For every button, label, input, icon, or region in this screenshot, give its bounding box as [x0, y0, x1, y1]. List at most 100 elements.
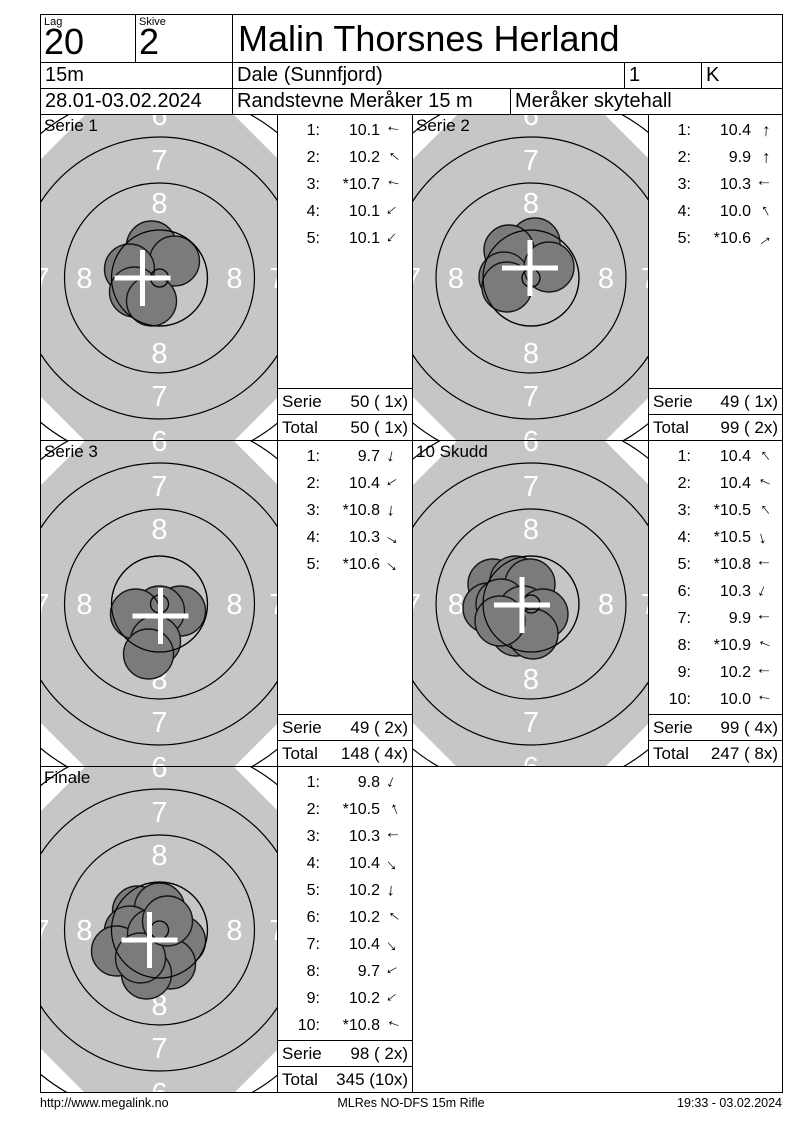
shot-direction-arrow-icon: → [383, 501, 404, 521]
class-letter: K [702, 63, 783, 89]
shot-value: *10.5 [342, 800, 380, 818]
ring-label: 7 [523, 145, 539, 177]
shot-row: 3: 10.3 → [649, 171, 782, 198]
shot-value: *10.5 [713, 528, 751, 546]
shot-number: 5: [306, 881, 320, 899]
shot-number: 7: [677, 610, 691, 628]
ring-circle [41, 462, 277, 746]
ring-circle [413, 462, 648, 746]
serie-value: 50 ( 1x) [350, 391, 408, 411]
shot-row: 4: 10.0 → [649, 198, 782, 225]
shot-number: 2: [677, 148, 691, 166]
shot-value: 10.3 [719, 175, 751, 193]
shot-direction-arrow-icon: → [380, 551, 407, 578]
total-row: Total 345 (10x) [278, 1066, 412, 1092]
mpi-cross-v [158, 588, 163, 644]
ring-circle [435, 182, 627, 374]
shot-number: 10: [668, 691, 691, 709]
ring-circle [41, 136, 277, 420]
shot-hole [114, 932, 167, 984]
shot-row: 2: 9.9 → [649, 144, 782, 171]
shot-row: 8: *10.9 → [649, 633, 782, 660]
ring-label: 8 [226, 915, 242, 947]
shot-number: 2: [306, 148, 320, 166]
ring-label: 8 [523, 514, 539, 546]
ring-circle-9 [110, 229, 209, 327]
serie-row: Serie 98 ( 2x) [278, 1040, 412, 1066]
shot-row: 2: *10.5 → [278, 796, 412, 823]
ring-label: 7 [151, 471, 167, 503]
mpi-cross-v [140, 250, 145, 306]
skive-label: Skive [139, 16, 166, 28]
shot-direction-arrow-icon: → [383, 881, 404, 901]
skive-value: 2 [139, 21, 160, 62]
lag-label: Lag [44, 16, 63, 28]
shot-value: 10.1 [348, 121, 380, 139]
shot-direction-arrow-icon: → [751, 225, 777, 252]
serie-row: Serie 49 ( 1x) [649, 388, 782, 414]
shot-row: 7: 10.4 → [278, 932, 412, 959]
shot-direction-arrow-icon: → [382, 446, 405, 467]
shot-list: 1: 10.4 → 2: 9.9 → 3: 10.3 → 4: 10.0 → 5: *10.6 → [649, 115, 782, 388]
shot-direction-arrow-icon: → [380, 932, 407, 958]
shot-direction-arrow-icon: → [755, 664, 773, 684]
serie-value: 49 ( 2x) [350, 717, 408, 737]
shot-hole [122, 628, 175, 680]
shot-direction-arrow-icon: → [750, 498, 777, 524]
ring-label: 7 [523, 381, 539, 413]
shot-number: 5: [677, 229, 691, 247]
serie-label: Serie [653, 391, 693, 411]
ring-label: 7 [151, 797, 167, 829]
serie-value: 99 ( 4x) [720, 717, 778, 737]
shot-direction-arrow-icon: → [381, 1015, 405, 1039]
ring-circle [63, 508, 256, 700]
shot-row: 9: 10.2 → [278, 986, 412, 1013]
shot-number: 4: [677, 202, 691, 220]
shot-number: 8: [306, 963, 320, 981]
serie-value: 49 ( 1x) [720, 391, 778, 411]
print-timestamp: 19:33 - 03.02.2024 [677, 1096, 782, 1110]
shot-direction-arrow-icon: → [383, 120, 403, 142]
ring-label: 6 [523, 441, 539, 458]
ring-label: 8 [523, 338, 539, 370]
shot-value: 10.3 [348, 827, 380, 845]
total-value: 99 ( 2x) [720, 417, 778, 437]
shot-list: 1: 9.7 → 2: 10.4 → 3: *10.8 → 4: 10.3 → 5: *10.6 → [278, 441, 412, 714]
shot-direction-arrow-icon: → [380, 798, 405, 822]
shot-direction-arrow-icon: → [381, 960, 406, 986]
score-panel: 1: 9.8 → 2: *10.5 → 3: 10.3 → 4: 10.4 → 5: 10.2 → 6: 10.… [278, 767, 413, 1093]
serie-label: Serie [282, 717, 322, 737]
shot-number: 6: [677, 583, 691, 601]
empty-cell [413, 767, 783, 1093]
target-graphic: 8888777766 [41, 115, 277, 440]
shot-row: 1: 10.4 → [649, 117, 782, 144]
shot-value: 9.7 [357, 447, 380, 465]
shot-row: 5: 10.2 → [278, 877, 412, 904]
shot-number: 2: [306, 474, 320, 492]
total-row: Total 99 ( 2x) [649, 414, 782, 440]
shot-direction-arrow-icon: → [384, 827, 402, 847]
shot-value: 10.4 [348, 474, 380, 492]
shot-direction-arrow-icon: → [753, 148, 774, 167]
ring-label: 7 [41, 589, 50, 621]
serie-row: Serie 99 ( 4x) [649, 714, 782, 740]
shot-value: *10.7 [342, 175, 380, 193]
shot-value: 9.8 [357, 773, 380, 791]
shot-number: 1: [306, 773, 320, 791]
ring-label: 7 [151, 381, 167, 413]
shot-number: 4: [306, 528, 320, 546]
ring-label: 8 [523, 664, 539, 696]
lag-value: 20 [44, 21, 85, 62]
ring-label: 7 [41, 263, 50, 295]
shot-value: 10.2 [348, 148, 380, 166]
ring-label: 6 [523, 752, 539, 767]
shot-value: 9.7 [357, 963, 380, 981]
score-panel: 1: 10.1 → 2: 10.2 → 3: *10.7 → 4: 10.1 → 5: 10.1 → Seri… [278, 115, 413, 441]
shot-number: 1: [306, 447, 320, 465]
ring-circle [41, 788, 277, 1072]
shot-number: 7: [306, 936, 320, 954]
venue: Meråker skytehall [511, 89, 783, 115]
shot-number: 2: [677, 474, 691, 492]
shot-row: 7: 9.9 → [649, 606, 782, 633]
ring-label: 7 [269, 589, 278, 621]
